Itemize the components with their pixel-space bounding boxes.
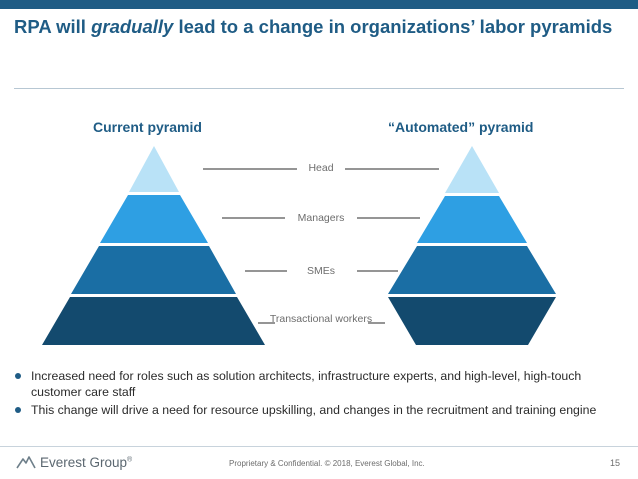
level-label-transactional: Transactional workers	[269, 313, 373, 325]
automated-pyramid-managers	[417, 196, 527, 243]
bullet-dot-icon	[15, 407, 21, 413]
current-pyramid-heading: Current pyramid	[93, 119, 202, 135]
bullet-dot-icon	[15, 373, 21, 379]
current-pyramid-transactional	[42, 297, 265, 345]
current-pyramid-head	[129, 146, 179, 192]
automated-pyramid-heading: “Automated” pyramid	[388, 119, 534, 135]
top-accent-bar	[0, 0, 638, 9]
everest-group-logo: Everest Group®	[16, 452, 132, 472]
footer-divider	[0, 446, 638, 447]
bullet-list: Increased need for roles such as solutio…	[14, 368, 626, 420]
current-pyramid-managers	[100, 195, 208, 243]
logo-registered-mark: ®	[127, 456, 133, 463]
confidentiality-notice: Proprietary & Confidential. © 2018, Ever…	[229, 459, 425, 468]
bullet-item: This change will drive a need for resour…	[14, 402, 626, 418]
level-label-head: Head	[308, 162, 334, 174]
bullet-item: Increased need for roles such as solutio…	[14, 368, 626, 400]
title-emphasis: gradually	[91, 16, 174, 37]
automated-pyramid-head	[445, 146, 499, 193]
page-number: 15	[610, 458, 621, 468]
automated-pyramid-smes	[388, 246, 556, 294]
title-divider	[14, 88, 624, 89]
mountain-logo-icon	[16, 456, 36, 469]
automated-pyramid-transactional	[388, 297, 556, 345]
current-pyramid-smes	[71, 246, 236, 294]
level-label-managers: Managers	[297, 212, 345, 224]
logo-wordmark: Everest Group	[40, 454, 128, 470]
level-label-smes: SMEs	[306, 265, 335, 277]
slide-title: RPA will gradually lead to a change in o…	[14, 16, 613, 37]
